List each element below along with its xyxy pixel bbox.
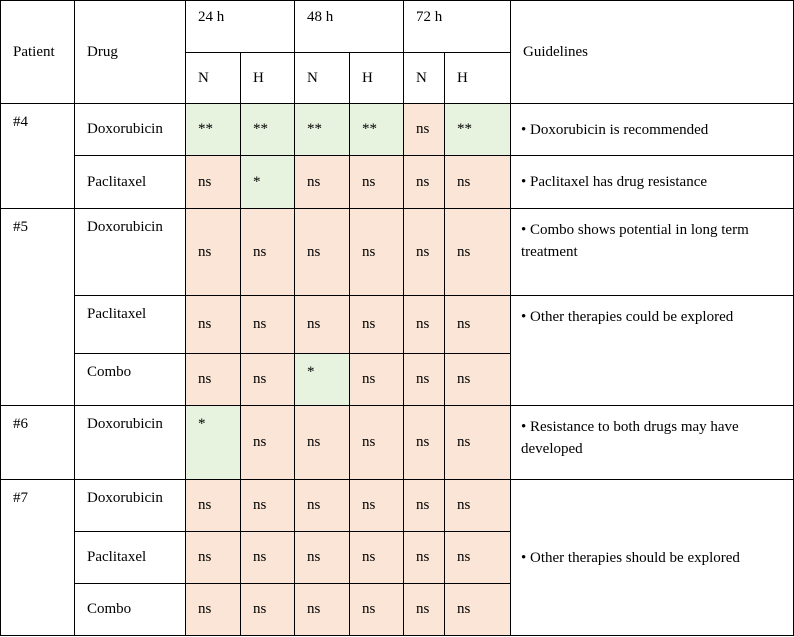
table-row: #7 Doxorubicin ns ns ns ns ns ns • Other… — [0, 479, 794, 636]
header-72h-n: N — [403, 52, 445, 104]
value-cell: * — [294, 353, 350, 406]
value-cell: ns — [349, 531, 404, 584]
guideline-cell: • Combo shows potential in long term tre… — [510, 208, 794, 296]
table-row: Paclitaxel ns * ns ns ns ns • Paclitaxel… — [1, 155, 794, 209]
patient-cell: #4 — [0, 103, 75, 209]
value-cell: ns — [403, 531, 445, 584]
table-row: #4 Doxorubicin ** ** ** ** ns ** • Doxor… — [0, 103, 794, 209]
value-cell: ns — [403, 103, 445, 156]
value-cell: ns — [294, 295, 350, 354]
value-cell: * — [240, 155, 295, 209]
table-row: Paclitaxel ns ns ns ns ns ns — [1, 531, 794, 584]
value-cell: ns — [444, 531, 511, 584]
value-cell: ns — [349, 479, 404, 532]
drug-cell: Doxorubicin — [74, 479, 186, 532]
value-cell: ns — [294, 405, 350, 480]
drug-cell: Doxorubicin — [74, 405, 186, 480]
table-row: Combo ns ns ns ns ns ns — [1, 583, 794, 636]
header-drug: Drug — [74, 0, 186, 104]
value-cell: ns — [349, 353, 404, 406]
table-row: #5 Doxorubicin ns ns ns ns ns ns • Combo… — [0, 208, 794, 406]
patient-cell: #6 — [0, 405, 75, 480]
drug-cell: Paclitaxel — [74, 155, 186, 209]
guideline-cell: • Resistance to both drugs may have deve… — [510, 405, 794, 480]
value-cell: ns — [185, 479, 241, 532]
table-row: Combo ns ns * ns ns ns — [1, 353, 794, 406]
header-72h: 72 h — [403, 0, 511, 53]
value-cell: ns — [349, 155, 404, 209]
value-cell: ** — [240, 103, 295, 156]
guideline-cell: • Other therapies should be explored — [510, 479, 794, 636]
value-cell: ns — [294, 208, 350, 296]
value-cell: ns — [294, 531, 350, 584]
value-cell: ns — [294, 479, 350, 532]
value-cell: ** — [349, 103, 404, 156]
drug-cell: Combo — [74, 583, 186, 636]
table-row: Paclitaxel ns ns ns ns ns ns • Other the… — [1, 295, 794, 406]
header-48h-n: N — [294, 52, 350, 104]
value-cell: ns — [240, 405, 295, 480]
value-cell: ns — [240, 583, 295, 636]
drug-cell: Paclitaxel — [74, 295, 186, 354]
guideline-cell: • Doxorubicin is recommended — [510, 103, 794, 156]
value-cell: ns — [185, 583, 241, 636]
value-cell: ns — [240, 531, 295, 584]
value-cell: ns — [403, 295, 445, 354]
value-cell: ns — [444, 405, 511, 480]
value-cell: ns — [240, 295, 295, 354]
value-cell: ns — [240, 479, 295, 532]
value-cell: ns — [185, 155, 241, 209]
value-cell: ns — [403, 479, 445, 532]
value-cell: ns — [403, 405, 445, 480]
patient-cell: #5 — [0, 208, 75, 406]
value-cell: ns — [444, 208, 511, 296]
value-cell: ns — [185, 208, 241, 296]
header-row-conditions: N H N H N H — [1, 52, 794, 104]
value-cell: ns — [349, 295, 404, 354]
value-cell: ** — [444, 103, 511, 156]
header-48h: 48 h — [294, 0, 404, 53]
value-cell: ns — [185, 531, 241, 584]
value-cell: ** — [294, 103, 350, 156]
drug-cell: Paclitaxel — [74, 531, 186, 584]
drug-cell: Doxorubicin — [74, 103, 186, 156]
value-cell: ns — [444, 353, 511, 406]
header-24h: 24 h — [185, 0, 295, 53]
value-cell: ns — [294, 583, 350, 636]
header-72h-h: H — [444, 52, 511, 104]
value-cell: ** — [185, 103, 241, 156]
value-cell: ns — [349, 405, 404, 480]
header-24h-h: H — [240, 52, 295, 104]
guideline-cell: • Paclitaxel has drug resistance — [510, 155, 794, 209]
drug-cell: Doxorubicin — [74, 208, 186, 296]
value-cell: ns — [185, 353, 241, 406]
patient-cell: #7 — [0, 479, 75, 636]
value-cell: * — [185, 405, 241, 480]
header-48h-h: H — [349, 52, 404, 104]
value-cell: ns — [444, 583, 511, 636]
guideline-cell: • Other therapies could be explored — [510, 295, 794, 406]
table-row: #6 Doxorubicin * ns ns ns ns ns • Resist… — [0, 405, 794, 480]
header-patient: Patient — [0, 0, 75, 104]
value-cell: ns — [444, 479, 511, 532]
value-cell: ns — [240, 353, 295, 406]
value-cell: ns — [444, 295, 511, 354]
drug-cell: Combo — [74, 353, 186, 406]
header-24h-n: N — [185, 52, 241, 104]
value-cell: ns — [403, 353, 445, 406]
value-cell: ns — [185, 295, 241, 354]
value-cell: ns — [240, 208, 295, 296]
header-guidelines: Guidelines — [510, 0, 794, 104]
header-row-times: Patient Drug 24 h 48 h 72 h Guidelines — [0, 0, 794, 104]
value-cell: ns — [349, 583, 404, 636]
value-cell: ns — [403, 583, 445, 636]
value-cell: ns — [294, 155, 350, 209]
value-cell: ns — [444, 155, 511, 209]
value-cell: ns — [349, 208, 404, 296]
value-cell: ns — [403, 208, 445, 296]
value-cell: ns — [403, 155, 445, 209]
